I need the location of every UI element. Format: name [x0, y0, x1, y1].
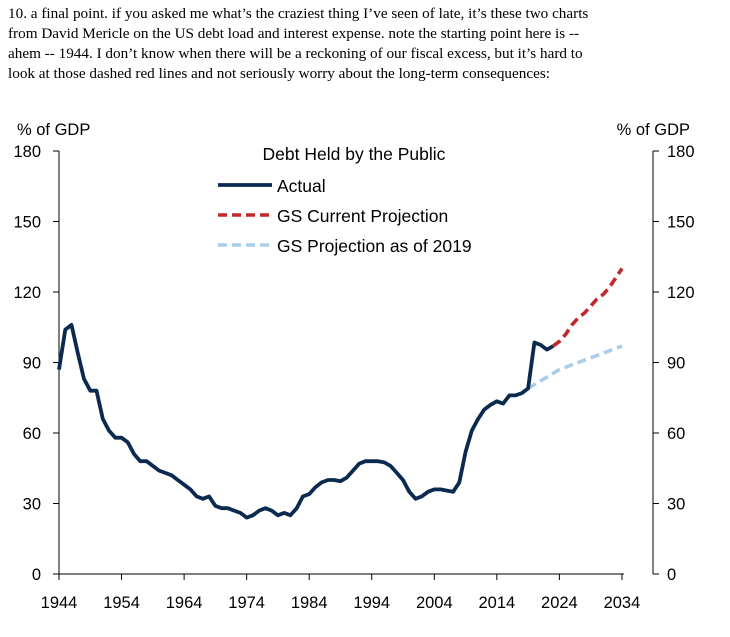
intro-line: from David Mericle on the US debt load a…	[8, 25, 580, 42]
y-tick-label-left: 60	[23, 425, 41, 443]
intro-line: look at those dashed red lines and not s…	[8, 65, 550, 82]
chart-title: Debt Held by the Public	[263, 144, 446, 164]
legend-label-1: GS Current Projection	[277, 206, 448, 226]
x-tick-label: 2014	[478, 594, 515, 612]
x-tick-label: 1954	[103, 594, 140, 612]
y-axis-label-right: % of GDP	[617, 121, 690, 139]
legend-label-0: Actual	[277, 176, 326, 196]
y-tick-label-right: 30	[667, 496, 685, 514]
x-tick-label: 2024	[541, 594, 578, 612]
x-tick-label: 1974	[228, 594, 265, 612]
y-tick-label-right: 0	[667, 566, 676, 584]
x-tick-label: 2004	[416, 594, 453, 612]
y-tick-label-right: 60	[667, 425, 685, 443]
series-line-2	[527, 344, 623, 390]
x-tick-label: 1984	[291, 594, 328, 612]
x-tick-label: 1994	[353, 594, 390, 612]
y-tick-label-left: 150	[13, 214, 41, 232]
y-tick-label-right: 180	[667, 143, 695, 161]
x-tick-label: 2034	[604, 594, 641, 612]
y-tick-label-left: 0	[32, 566, 41, 584]
y-tick-label-left: 180	[13, 143, 41, 161]
y-tick-label-right: 120	[667, 284, 695, 302]
intro-text: 10. a final point. if you asked me what’…	[8, 4, 724, 84]
y-tick-label-right: 90	[667, 355, 685, 373]
legend: Actual GS Current Projection GS Projection…	[218, 176, 472, 256]
x-tick-label: 1944	[41, 594, 78, 612]
legend-label-2: GS Projection as of 2019	[277, 236, 472, 256]
y-axis-label-left: % of GDP	[17, 121, 90, 139]
y-tick-label-left: 30	[23, 496, 41, 514]
y-tick-label-left: 120	[13, 284, 41, 302]
axes: 0 0 30 30 60 60 90 90 120 120 150 150 180 180 1944 1954…	[13, 143, 694, 612]
series-lines	[57, 267, 624, 520]
intro-line: 10. a final point. if you asked me what’…	[8, 5, 589, 22]
intro-line: ahem -- 1944. I don’t know when there wi…	[8, 45, 583, 62]
y-tick-label-right: 150	[667, 214, 695, 232]
x-tick-label: 1964	[166, 594, 203, 612]
series-line-1	[552, 267, 624, 348]
series-line-0	[57, 323, 555, 520]
y-tick-label-left: 90	[23, 355, 41, 373]
